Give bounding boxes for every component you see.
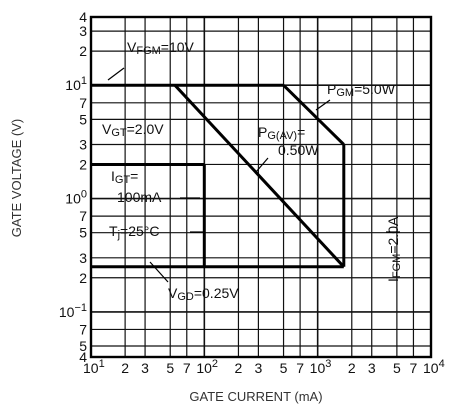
series-line xyxy=(173,84,345,268)
annotation-vgd: VGD=0.25V xyxy=(168,285,239,303)
grid-lines xyxy=(91,17,431,357)
y-tick-label: 7 xyxy=(79,95,87,111)
x-axis-label: GATE CURRENT (mA) xyxy=(189,389,322,404)
x-tick-label: 5 xyxy=(280,360,288,376)
leader-line xyxy=(315,99,331,111)
annotation-vgt: VGT=2.0V xyxy=(102,121,164,139)
leader-line xyxy=(149,261,169,283)
y-axis-label: GATE VOLTAGE (V) xyxy=(9,119,24,237)
annotation-pgav1: PG(AV)= xyxy=(258,124,305,142)
y-tick-label: 3 xyxy=(79,136,87,152)
y-tick-label: 3 xyxy=(79,250,87,266)
y-tick-label: 3 xyxy=(79,23,87,39)
x-tick-label: 3 xyxy=(368,360,376,376)
x-tick-label: 102 xyxy=(196,358,218,376)
x-tick-label: 2 xyxy=(348,360,356,376)
y-tick-label: 2 xyxy=(79,156,87,172)
y-tick-label: 4 xyxy=(79,349,87,365)
series-line xyxy=(282,84,345,146)
leader-line xyxy=(107,67,125,81)
plot-border xyxy=(89,15,433,359)
x-tick-label: 104 xyxy=(423,358,445,376)
annotation-vfgm: VFGM=10V xyxy=(127,39,195,57)
annotation-ifgm: IFGM=2.0A xyxy=(385,216,403,282)
annotation-igt2: 100mA xyxy=(117,189,162,205)
y-tick-label: 2 xyxy=(79,270,87,286)
x-tick-label: 7 xyxy=(410,360,418,376)
x-tick-label: 2 xyxy=(235,360,243,376)
y-tick-label: 2 xyxy=(79,43,87,59)
y-tick-label: 100 xyxy=(65,189,87,207)
y-tick-label: 5 xyxy=(79,338,87,354)
x-tick-label: 7 xyxy=(183,360,191,376)
y-tick-label: 101 xyxy=(65,75,87,93)
y-tick-label: 4 xyxy=(79,9,87,25)
annotation-tj: Tj=25°C xyxy=(109,223,159,241)
x-tick-label: 3 xyxy=(141,360,149,376)
x-tick-label: 2 xyxy=(121,360,129,376)
x-tick-labels: 101 2 3 5 7 102 2 3 5 7 103 2 3 5 7 104 xyxy=(83,358,445,376)
x-tick-label: 3 xyxy=(255,360,263,376)
annotation-igt1: IGT= xyxy=(111,168,138,186)
x-tick-label: 5 xyxy=(166,360,174,376)
annotations: VFGM=10V PGM=5.0W VGT=2.0V PG(AV)=0.50W IGT=… xyxy=(102,39,403,303)
leader-line xyxy=(255,157,269,173)
x-tick-label: 5 xyxy=(393,360,401,376)
annotation-pgav2: 0.50W xyxy=(278,142,319,158)
x-tick-label: 103 xyxy=(310,358,332,376)
x-tick-label: 7 xyxy=(296,360,304,376)
plot-frame xyxy=(89,15,433,359)
y-tick-label: 7 xyxy=(79,208,87,224)
y-tick-label: 5 xyxy=(79,225,87,241)
y-tick-label: 5 xyxy=(79,111,87,127)
series-lines xyxy=(91,83,346,269)
y-tick-label: 7 xyxy=(79,321,87,337)
annotation-pgm: PGM=5.0W xyxy=(327,81,396,99)
y-tick-label: 10−1 xyxy=(59,302,87,320)
